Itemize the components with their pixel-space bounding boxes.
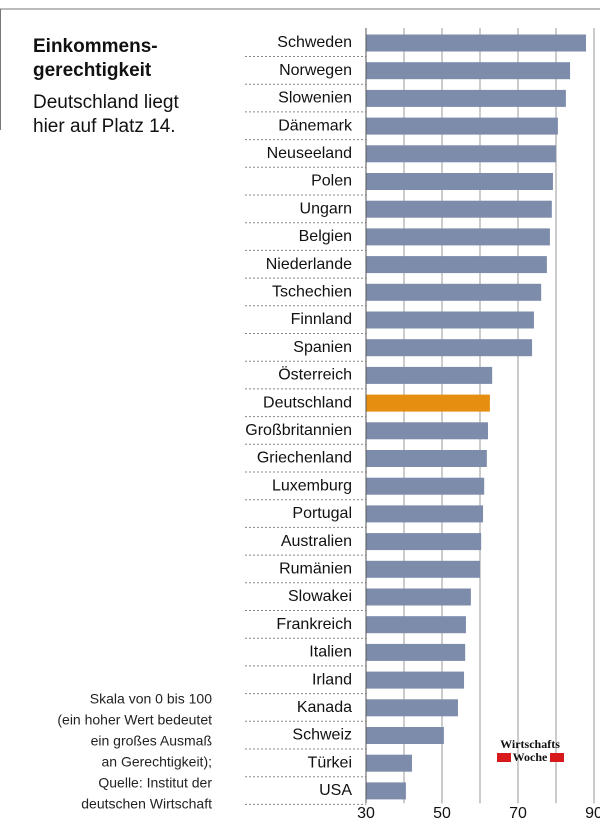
bar	[366, 477, 485, 495]
category-label: Spanien	[293, 339, 352, 356]
bar	[366, 394, 490, 412]
category-label: Türkei	[308, 754, 352, 771]
title: Einkommens-	[33, 36, 158, 57]
category-label: Deutschland	[263, 394, 352, 411]
bar	[366, 450, 487, 467]
bar	[366, 671, 465, 689]
bar	[366, 311, 534, 329]
category-label: Belgien	[299, 228, 352, 245]
bar	[366, 422, 488, 440]
category-label: Österreich	[278, 366, 352, 384]
category-label: Luxemburg	[272, 477, 352, 494]
category-label: Irland	[312, 671, 352, 688]
title: gerechtigkeit	[33, 60, 152, 81]
logo-block	[497, 753, 511, 762]
note: ein großes Ausmaß	[91, 733, 212, 749]
category-label: Frankreich	[276, 616, 352, 633]
x-tick-label: 30	[357, 805, 375, 822]
bar	[366, 505, 484, 523]
category-label: Rumänien	[279, 561, 352, 578]
bar	[366, 145, 556, 163]
category-label: Dänemark	[278, 117, 353, 134]
x-tick-label: 90	[585, 805, 600, 822]
bar	[366, 782, 406, 800]
category-label: Australien	[281, 533, 352, 550]
note: an Gerechtigkeit);	[102, 754, 213, 770]
category-label: Finnland	[291, 311, 352, 328]
logo: Woche	[513, 750, 548, 764]
x-tick-label: 70	[509, 805, 527, 822]
category-label: Slowakei	[288, 588, 352, 605]
x-tick-label: 50	[433, 805, 451, 822]
category-label: Griechenland	[257, 450, 352, 467]
bar	[366, 727, 444, 744]
bar	[366, 283, 542, 301]
note: deutschen Wirtschaft	[81, 796, 212, 812]
category-label: Großbritannien	[245, 422, 352, 439]
category-label: Norwegen	[279, 62, 352, 79]
logo-block	[550, 753, 564, 762]
category-label: Neuseeland	[267, 145, 352, 162]
subtitle: Deutschland liegt	[33, 92, 179, 113]
logo: Wirtschafts	[500, 737, 560, 751]
bar	[366, 228, 550, 246]
category-label: Portugal	[292, 505, 352, 522]
bar	[366, 256, 547, 274]
category-label: Tschechien	[272, 284, 352, 301]
category-label: Italien	[309, 644, 352, 661]
note: Skala von 0 bis 100	[90, 691, 212, 707]
bar	[366, 366, 493, 384]
category-label: Kanada	[297, 699, 352, 716]
bar	[366, 339, 533, 357]
bar	[366, 533, 482, 551]
bar	[366, 173, 553, 190]
bar	[366, 117, 558, 135]
category-label: Schweden	[277, 34, 352, 51]
bar	[366, 754, 412, 772]
bar	[366, 699, 458, 717]
category-label: Niederlande	[266, 256, 352, 273]
note: Quelle: Institut der	[98, 775, 212, 791]
bar	[366, 616, 466, 634]
category-label: Schweiz	[292, 727, 352, 744]
category-label: Polen	[311, 173, 352, 190]
bar	[366, 643, 466, 661]
bar	[366, 560, 480, 578]
bar	[366, 34, 587, 52]
subtitle: hier auf Platz 14.	[33, 116, 176, 137]
category-label: Ungarn	[300, 200, 352, 217]
bar	[366, 588, 471, 606]
category-label: Slowenien	[278, 90, 352, 107]
bar	[366, 89, 566, 107]
bar	[366, 62, 571, 80]
note: (ein hoher Wert bedeutet	[57, 712, 212, 728]
bar	[366, 200, 552, 218]
category-label: USA	[319, 782, 352, 799]
